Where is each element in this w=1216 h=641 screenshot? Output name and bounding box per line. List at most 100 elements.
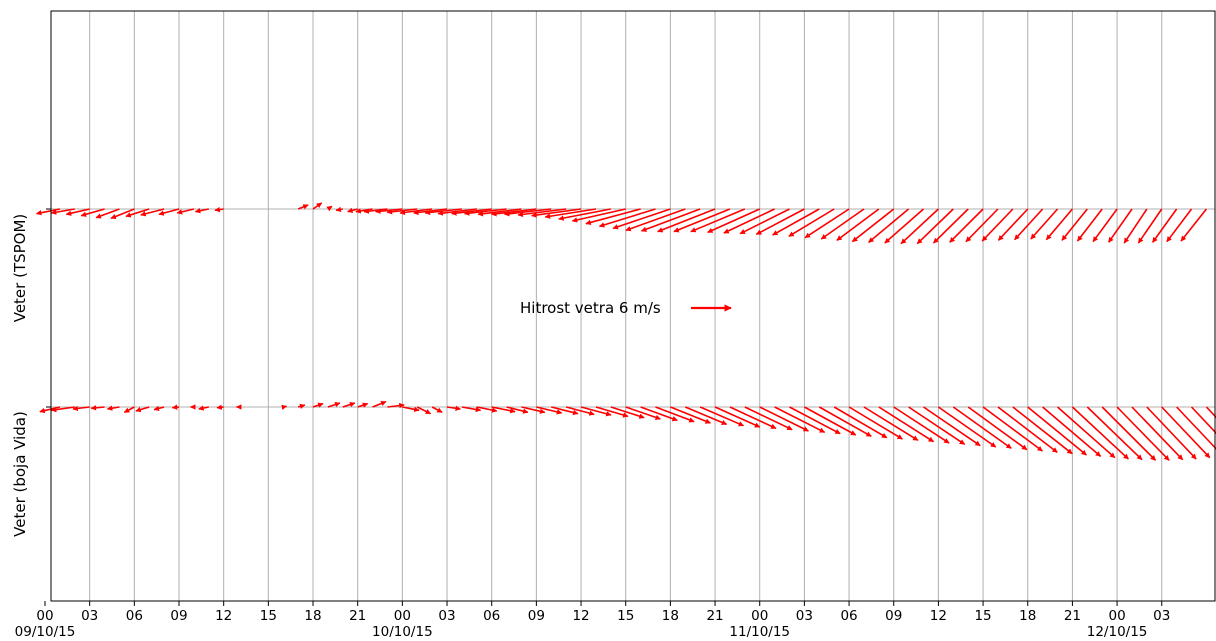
wind-arrow (135, 406, 150, 413)
x-tick-label: 18 (662, 608, 679, 624)
wind-arrow (437, 208, 477, 216)
x-tick-label: 00 (36, 608, 53, 624)
wind-arrow (521, 406, 546, 414)
wind-arrow (50, 406, 75, 413)
x-date-label: 12/10/15 (1087, 624, 1148, 640)
x-date-label: 09/10/15 (15, 624, 76, 640)
x-date-label: 11/10/15 (729, 624, 790, 640)
x-tick-label: 06 (840, 608, 857, 624)
wind-arrow (774, 406, 826, 434)
wind-arrow (1131, 406, 1184, 461)
x-tick-label: 12 (572, 608, 589, 624)
wind-arrow (424, 208, 463, 216)
x-tick-label: 15 (617, 608, 634, 624)
wind-arrow (1061, 208, 1088, 241)
wind-arrow (848, 406, 903, 440)
wind-arrow (506, 406, 529, 414)
wind-arrow (171, 404, 180, 410)
wind-arrow (176, 208, 195, 215)
wind-arrow (851, 208, 895, 243)
wind-arrow (833, 406, 888, 439)
wind-arrow (125, 208, 150, 218)
wind-arrow (335, 206, 343, 213)
wind-arrow (536, 406, 563, 415)
x-tick-label: 09 (528, 608, 545, 624)
wind-arrow (1205, 406, 1216, 419)
x-tick-label: 15 (260, 608, 277, 624)
wind-arrow (1071, 406, 1129, 460)
wind-arrow (690, 208, 746, 233)
wind-arrow (967, 406, 1028, 451)
wind-arrow (1107, 208, 1133, 243)
wind-arrow (640, 406, 678, 422)
wind-arrow (476, 406, 498, 413)
wind-arrow (402, 406, 420, 413)
wind-arrow (916, 208, 954, 245)
wind-arrow (65, 208, 90, 216)
wind-arrow (1116, 406, 1170, 461)
wind-arrow (744, 406, 793, 431)
wind-arrow (312, 202, 323, 210)
wind-arrow (551, 406, 579, 416)
wind-arrow (477, 208, 522, 217)
wind-arrow (836, 208, 880, 241)
wind-arrow (140, 208, 165, 217)
wind-arrow (818, 406, 872, 438)
wind-arrow (640, 208, 701, 232)
wind-arrow (544, 208, 597, 219)
wind-arrow (1027, 406, 1087, 456)
wind-arrow (214, 206, 224, 213)
wind-arrow (982, 406, 1043, 452)
x-tick-label: 06 (483, 608, 500, 624)
x-tick-label: 06 (126, 608, 143, 624)
wind-arrow (1161, 406, 1211, 459)
wind-arrow (106, 405, 120, 411)
wind-arrow (1123, 208, 1148, 244)
wind-arrow (1045, 208, 1074, 241)
wind-arrow (820, 208, 865, 240)
arrow-series-1 (39, 400, 1216, 461)
quiver-key: Hitrost vetra 6 m/s (520, 299, 732, 317)
wind-arrows (36, 202, 1216, 461)
wind-arrow (965, 208, 999, 243)
wind-arrow (80, 208, 105, 217)
wind-arrow (595, 406, 629, 418)
x-tick-label: 18 (304, 608, 321, 624)
wind-arrow (580, 406, 612, 417)
arrow-series-0 (36, 202, 1208, 245)
wind-arrow (327, 401, 341, 408)
wind-arrow (342, 401, 356, 408)
wind-arrow (123, 406, 135, 414)
wind-arrow (216, 404, 224, 410)
wind-arrow (723, 208, 775, 234)
x-tick-label: 00 (394, 608, 411, 624)
wind-arrow (461, 406, 482, 413)
x-tick-label: 12 (215, 608, 232, 624)
wind-arrow (804, 406, 857, 436)
y-tick-label-tspom: Veter (TSPOM) (11, 214, 29, 323)
wind-arrow (571, 208, 626, 223)
wind-arrow (446, 405, 461, 411)
wind-arrow (932, 208, 969, 244)
wind-arrow (1012, 406, 1073, 455)
wind-arrow (158, 208, 180, 216)
quiver-key-label: Hitrost vetra 6 m/s (520, 299, 661, 317)
wind-arrow (655, 406, 695, 423)
wind-arrow (565, 406, 595, 416)
wind-arrow (868, 208, 910, 243)
x-tick-label: 09 (885, 608, 902, 624)
wind-arrow (1137, 208, 1163, 244)
y-axis: Veter (TSPOM) Veter (boja Vida) (11, 214, 29, 537)
wind-arrow (517, 208, 567, 218)
x-date-label: 10/10/15 (372, 624, 433, 640)
wind-arrow (625, 406, 661, 420)
wind-arrow (312, 402, 324, 408)
x-tick-label: 03 (81, 608, 98, 624)
x-tick-label: 09 (170, 608, 187, 624)
wind-arrow (707, 208, 761, 234)
wind-arrow (673, 208, 731, 233)
y-tick-label-boja-vida: Veter (boja Vida) (11, 411, 29, 537)
wind-arrow (153, 405, 165, 412)
wind-arrow (729, 406, 777, 430)
